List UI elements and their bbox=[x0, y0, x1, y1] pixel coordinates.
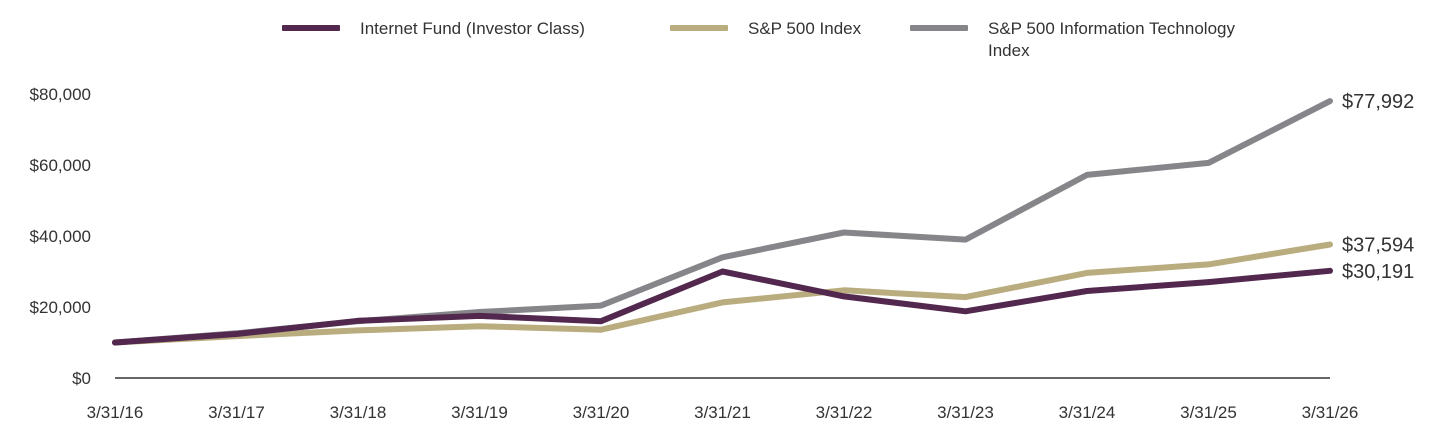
x-tick-label: 3/31/25 bbox=[1180, 403, 1237, 422]
y-tick-label: $40,000 bbox=[30, 227, 91, 246]
x-tick-label: 3/31/16 bbox=[87, 403, 144, 422]
x-tick-label: 3/31/26 bbox=[1302, 403, 1359, 422]
x-tick-label: 3/31/22 bbox=[816, 403, 873, 422]
x-tick-label: 3/31/19 bbox=[451, 403, 508, 422]
legend-label-sp500-it: S&P 500 Information Technology Index bbox=[988, 19, 1235, 60]
series-line-1 bbox=[112, 241, 1333, 346]
x-tick-label: 3/31/23 bbox=[937, 403, 994, 422]
end-value-label-1: $37,594 bbox=[1342, 235, 1414, 257]
x-tick-label: 3/31/18 bbox=[330, 403, 387, 422]
y-axis-ticks: $0 $20,000 $40,000 $60,000 $80,000 bbox=[30, 85, 91, 388]
end-value-label-2: $77,992 bbox=[1342, 91, 1414, 113]
x-axis-ticks: 3/31/16 3/31/17 3/31/18 3/31/19 3/31/20 3/31/… bbox=[87, 403, 1359, 422]
end-value-label-0: $30,191 bbox=[1342, 261, 1414, 283]
legend-swatch-internet-fund bbox=[282, 25, 340, 31]
x-tick-label: 3/31/17 bbox=[208, 403, 265, 422]
legend-label-sp500: S&P 500 Index bbox=[748, 19, 862, 38]
end-labels: $30,191 $37,594 $77,992 bbox=[1342, 91, 1414, 283]
legend-swatch-sp500 bbox=[670, 25, 728, 31]
chart-legend: Internet Fund (Investor Class) S&P 500 I… bbox=[0, 18, 1440, 68]
x-tick-label: 3/31/20 bbox=[573, 403, 630, 422]
x-tick-label: 3/31/21 bbox=[694, 403, 751, 422]
y-tick-label: $0 bbox=[72, 369, 91, 388]
legend-swatch-sp500-it bbox=[910, 25, 968, 31]
x-tick-label: 3/31/24 bbox=[1059, 403, 1116, 422]
y-tick-label: $80,000 bbox=[30, 85, 91, 104]
legend-label-internet-fund: Internet Fund (Investor Class) bbox=[360, 19, 585, 38]
series-lines bbox=[112, 98, 1333, 346]
series-line-2 bbox=[112, 98, 1333, 346]
series-line-0 bbox=[112, 267, 1333, 346]
y-tick-label: $20,000 bbox=[30, 298, 91, 317]
y-tick-label: $60,000 bbox=[30, 156, 91, 175]
